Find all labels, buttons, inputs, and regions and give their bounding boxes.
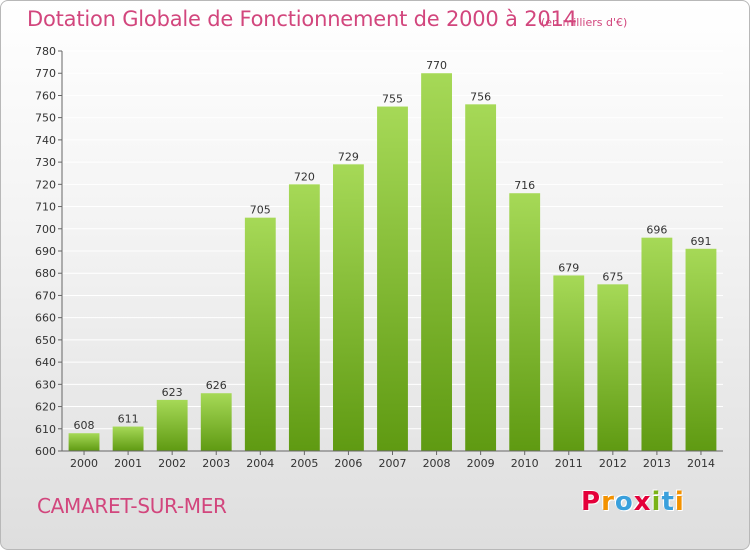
x-tick-label: 2009 [467,457,495,470]
bar-value-label: 705 [250,204,271,217]
y-tick-label: 700 [35,223,56,236]
x-tick-label: 2005 [290,457,318,470]
bar-2000 [68,433,100,451]
bar-2005 [288,184,320,452]
y-tick-label: 600 [35,445,56,458]
bar-2008 [421,73,452,451]
city-name: CAMARET-SUR-MER [37,494,227,518]
logo-letter: r [601,487,615,517]
bar-value-label: 679 [558,261,579,274]
bar-2004 [244,217,276,451]
y-tick-label: 780 [35,45,56,58]
y-tick-label: 740 [35,134,56,147]
bar-value-label: 675 [602,270,623,283]
bar-2001 [112,426,144,451]
y-tick-label: 640 [35,356,56,369]
y-tick-label: 630 [35,378,56,391]
bar-value-label: 696 [646,224,667,237]
bar-value-label: 756 [470,90,491,103]
x-tick-label: 2001 [114,457,142,470]
bar-2014 [685,248,717,451]
y-tick-label: 680 [35,267,56,280]
bar-2007 [377,106,408,452]
y-tick-label: 730 [35,156,56,169]
logo-letter: i [651,487,662,517]
x-tick-label: 2012 [599,457,627,470]
logo-letter: P [581,487,602,517]
bar-value-label: 611 [118,413,139,426]
x-tick-label: 2014 [687,457,715,470]
bar-value-label: 608 [74,419,95,432]
bar-value-label: 626 [206,379,227,392]
x-tick-label: 2003 [202,457,230,470]
y-tick-label: 610 [35,423,56,436]
y-tick-label: 750 [35,112,56,125]
x-tick-label: 2002 [158,457,186,470]
logo-letter: t [661,487,675,517]
y-tick-label: 660 [35,312,56,325]
bar-value-label: 770 [426,59,447,72]
bar-2011 [553,275,585,451]
x-tick-label: 2008 [423,457,451,470]
bar-value-label: 623 [162,386,183,399]
x-tick-label: 2007 [379,457,407,470]
bar-2010 [509,193,541,451]
x-tick-label: 2000 [70,457,98,470]
bar-value-label: 691 [690,235,711,248]
y-tick-label: 770 [35,67,56,80]
x-tick-label: 2013 [643,457,671,470]
logo-letter: x [633,487,652,517]
bar-2002 [156,399,188,451]
x-tick-label: 2010 [511,457,539,470]
bar-2012 [597,284,629,451]
bar-2013 [641,237,673,451]
y-tick-label: 650 [35,334,56,347]
bar-value-label: 720 [294,170,315,183]
bar-value-label: 755 [382,93,403,106]
proxiti-logo: Proxiti [581,487,685,517]
bar-2006 [333,164,364,452]
chart-unit: (en milliers d'€) [541,16,628,29]
x-tick-label: 2006 [334,457,362,470]
y-tick-label: 620 [35,401,56,414]
y-tick-label: 690 [35,245,56,258]
logo-letter: i [674,487,685,517]
y-tick-label: 670 [35,289,56,302]
chart-title: Dotation Globale de Fonctionnement de 20… [27,7,577,31]
y-tick-label: 760 [35,89,56,102]
logo-letter: o [614,487,634,517]
x-tick-label: 2011 [555,457,583,470]
x-tick-label: 2004 [246,457,274,470]
y-tick-label: 710 [35,201,56,214]
bar-2003 [200,393,232,451]
y-tick-label: 720 [35,178,56,191]
bar-chart: 608 611 623 626 705 720 729 755 770 756 716 679 675 6… [35,45,723,470]
bar-value-label: 729 [338,150,359,163]
bar-2009 [465,104,497,451]
bar-value-label: 716 [514,179,535,192]
